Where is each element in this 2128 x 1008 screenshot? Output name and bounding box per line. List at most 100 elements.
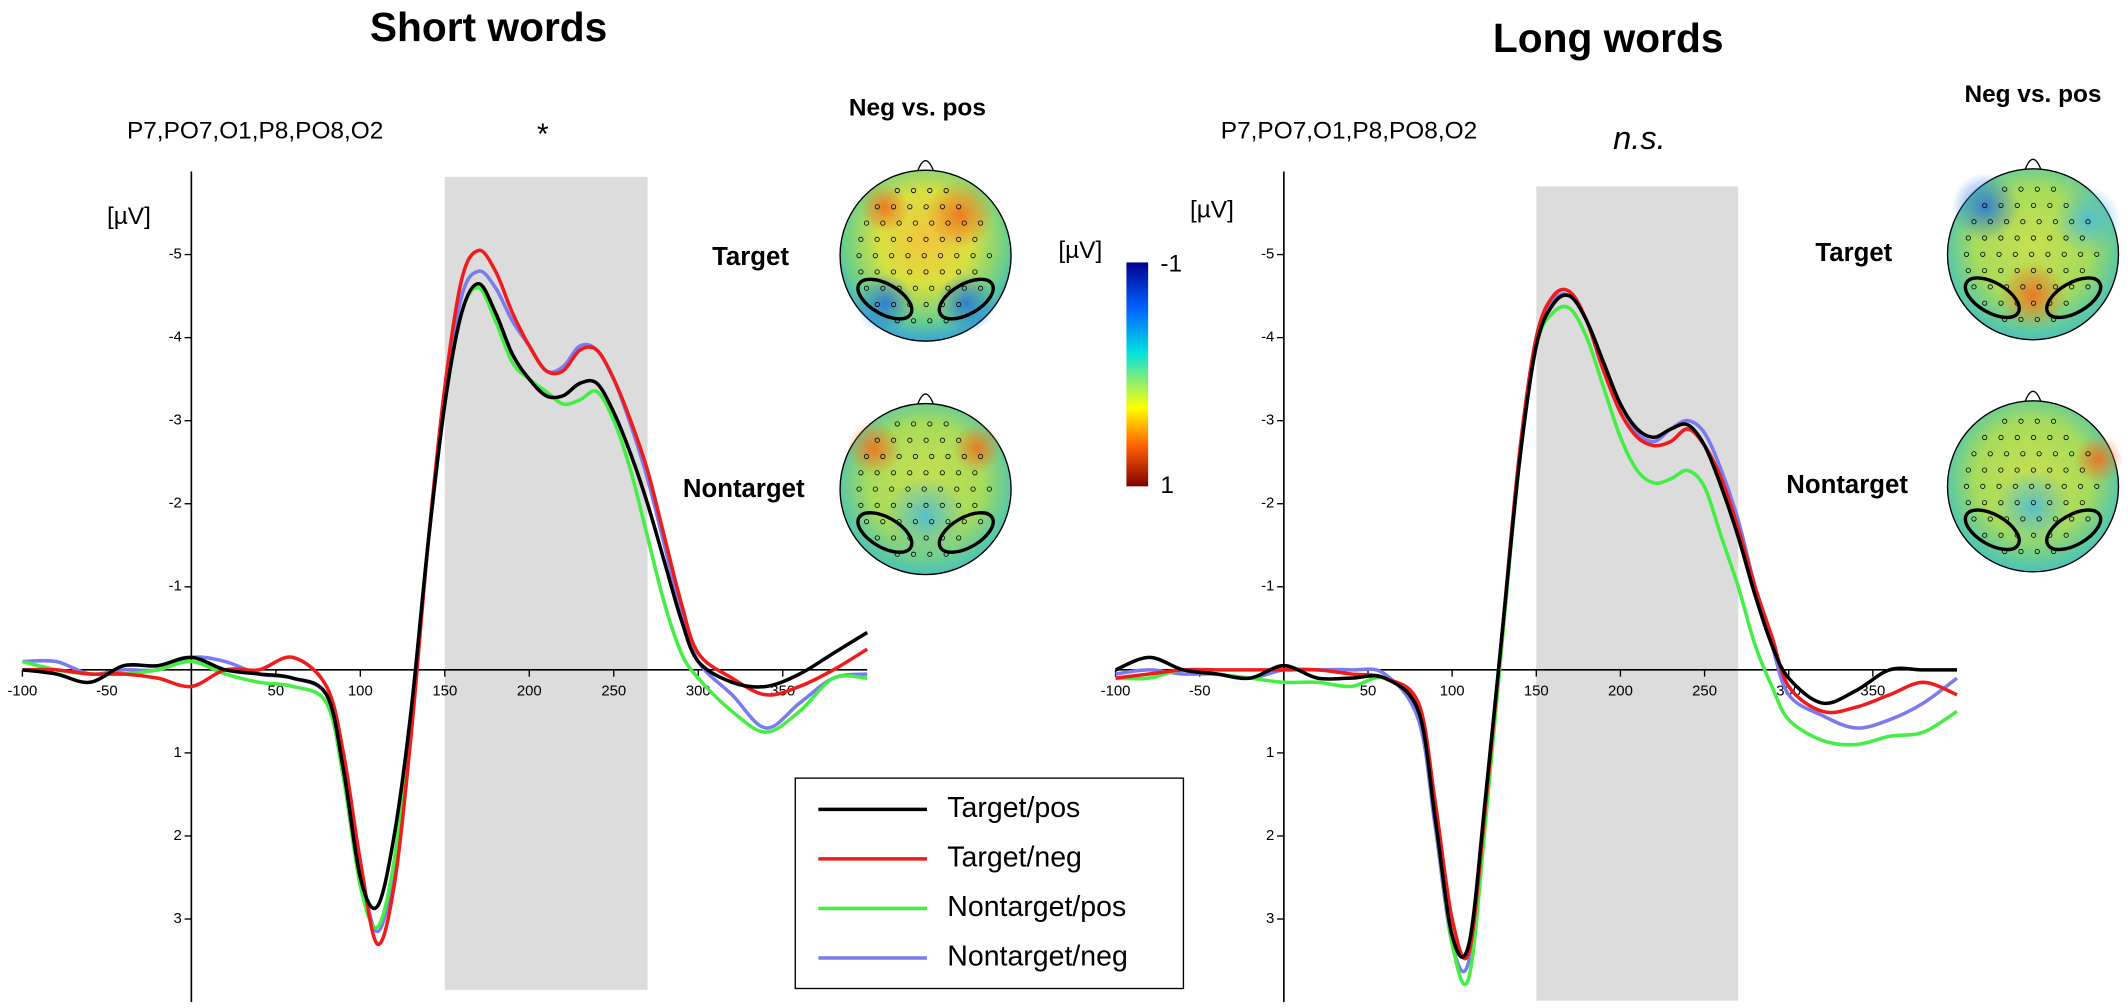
electrode [939,502,945,508]
electrode [945,220,951,226]
electrode [2047,267,2053,274]
electrode [2018,316,2024,323]
electrode [890,301,897,308]
electrode [2094,251,2100,257]
erp-line [1115,287,1958,961]
electrode [2012,483,2018,489]
topomap-spot [1951,172,2020,241]
electrode [2050,418,2057,424]
electrode [954,253,960,259]
x-tick-label: 150 [432,682,457,699]
electrode [956,204,962,210]
erp-line [22,269,868,934]
legend-label: Target/pos [947,792,1080,824]
y-tick-label: -3 [1261,412,1274,429]
shade-window [444,176,648,990]
electrode [923,204,929,210]
electrode [2014,202,2020,209]
electrode [1971,516,1977,522]
roi [937,277,995,321]
electrode [912,519,918,525]
electrode [923,502,929,508]
x-tick-label: -100 [7,682,37,699]
topomaps [839,158,2123,576]
electrode [890,437,897,443]
electrode [2094,483,2100,489]
electrode [956,437,962,443]
electrode [2047,235,2053,241]
electrode [2052,516,2058,522]
electrode [2030,300,2037,306]
electrode [2079,267,2085,274]
electrode [2014,267,2020,274]
electrode [1998,500,2004,506]
topomap-spot [846,421,902,476]
electrode [890,535,897,541]
topomap-row-label: Target [712,243,789,271]
electrode [923,470,929,476]
electrode [943,187,949,194]
electrode [874,204,880,210]
electrode [927,318,933,324]
electrode [961,220,967,226]
electrode [872,486,878,492]
electrode [2018,186,2024,192]
electrode [872,253,878,259]
electrode [2018,548,2024,555]
electrode [970,253,976,259]
y-tick-label: -1 [1261,578,1274,595]
electrode [907,204,913,210]
electrode [880,285,886,291]
electrode [939,437,946,443]
electrode [2047,202,2053,209]
electrode [954,486,960,492]
colorbar-tick-label: 1 [1160,472,1174,499]
electrode [1971,451,1977,457]
electrode [2061,483,2067,489]
electrode [1971,219,1977,225]
electrode [1998,434,2004,441]
electrode [2034,316,2040,323]
electrode [977,285,984,291]
electrode [2020,219,2026,225]
electrode [977,519,984,525]
legend-label: Nontarget/pos [947,891,1126,923]
electrode [956,269,962,275]
electrode [945,285,951,291]
electrode [2020,451,2026,457]
roi [856,511,914,554]
electrode [986,486,992,492]
chart-title: Short words [370,4,607,50]
electrode [2047,500,2053,506]
electrode [1987,451,1993,457]
electrode [889,486,895,492]
electrode [2077,483,2084,489]
electrode [1982,300,1988,306]
electrode [929,519,935,525]
electrode [2020,516,2026,522]
electrode [1998,532,2004,538]
electrode [1996,483,2002,489]
colorbar [1126,262,1149,487]
electrode [2036,284,2042,290]
electrode [2063,434,2069,441]
electrode [858,236,864,242]
topomap-nose [916,393,935,406]
topomap-spot [925,181,994,249]
topomap-row-label: Target [1815,239,1892,267]
electrode [863,453,870,460]
electrode [956,502,962,508]
electrode [2079,235,2085,241]
electrode [923,301,929,308]
erp-line [22,248,869,946]
electrode [2077,251,2084,257]
electrode [1982,267,1988,274]
electrode [890,502,897,508]
electrode [863,285,870,291]
electrode [923,437,929,443]
electrode [874,470,880,476]
electrode [2085,451,2091,457]
legend-label: Nontarget/neg [947,940,1128,972]
electrode [921,486,927,492]
electrode [912,285,918,291]
